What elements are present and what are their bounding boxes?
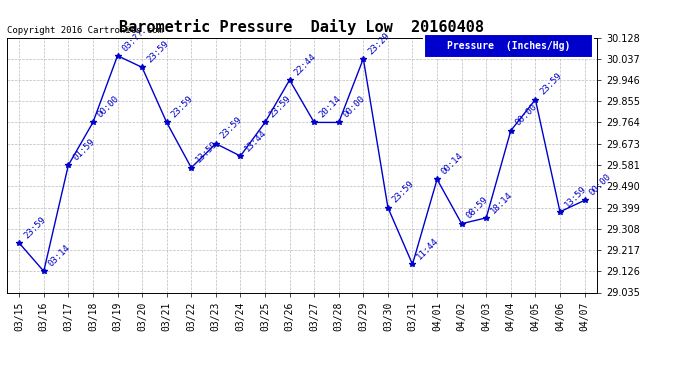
Text: 00:00: 00:00	[587, 172, 613, 198]
Text: 11:44: 11:44	[415, 236, 441, 261]
Text: 13:59: 13:59	[194, 140, 219, 165]
Text: 01:59: 01:59	[71, 137, 97, 162]
Title: Barometric Pressure  Daily Low  20160408: Barometric Pressure Daily Low 20160408	[119, 19, 484, 35]
Text: 00:00: 00:00	[96, 94, 121, 120]
Text: 23:59: 23:59	[170, 94, 195, 120]
Text: 23:59: 23:59	[391, 179, 416, 205]
Text: 23:59: 23:59	[219, 116, 244, 141]
Text: 13:59: 13:59	[563, 184, 588, 209]
Text: 08:59: 08:59	[464, 195, 490, 221]
Text: 00:14: 00:14	[440, 151, 465, 177]
Text: 23:59: 23:59	[22, 215, 48, 240]
Text: 23:59: 23:59	[538, 71, 564, 97]
Text: 03:14: 03:14	[46, 243, 72, 268]
Text: 23:29: 23:29	[366, 31, 391, 56]
Text: 23:59: 23:59	[268, 94, 293, 120]
Text: 23:59: 23:59	[145, 39, 170, 64]
Text: 00:00: 00:00	[342, 94, 367, 120]
Text: Copyright 2016 Cartronics.com: Copyright 2016 Cartronics.com	[7, 26, 163, 35]
Text: 13:44: 13:44	[243, 128, 268, 153]
Text: 20:14: 20:14	[317, 94, 342, 120]
Text: 22:44: 22:44	[293, 52, 317, 77]
Text: 03:??: 03:??	[120, 27, 146, 53]
Text: 00:00: 00:00	[513, 102, 539, 128]
Text: Pressure  (Inches/Hg): Pressure (Inches/Hg)	[447, 41, 571, 51]
Text: 18:14: 18:14	[489, 190, 514, 215]
